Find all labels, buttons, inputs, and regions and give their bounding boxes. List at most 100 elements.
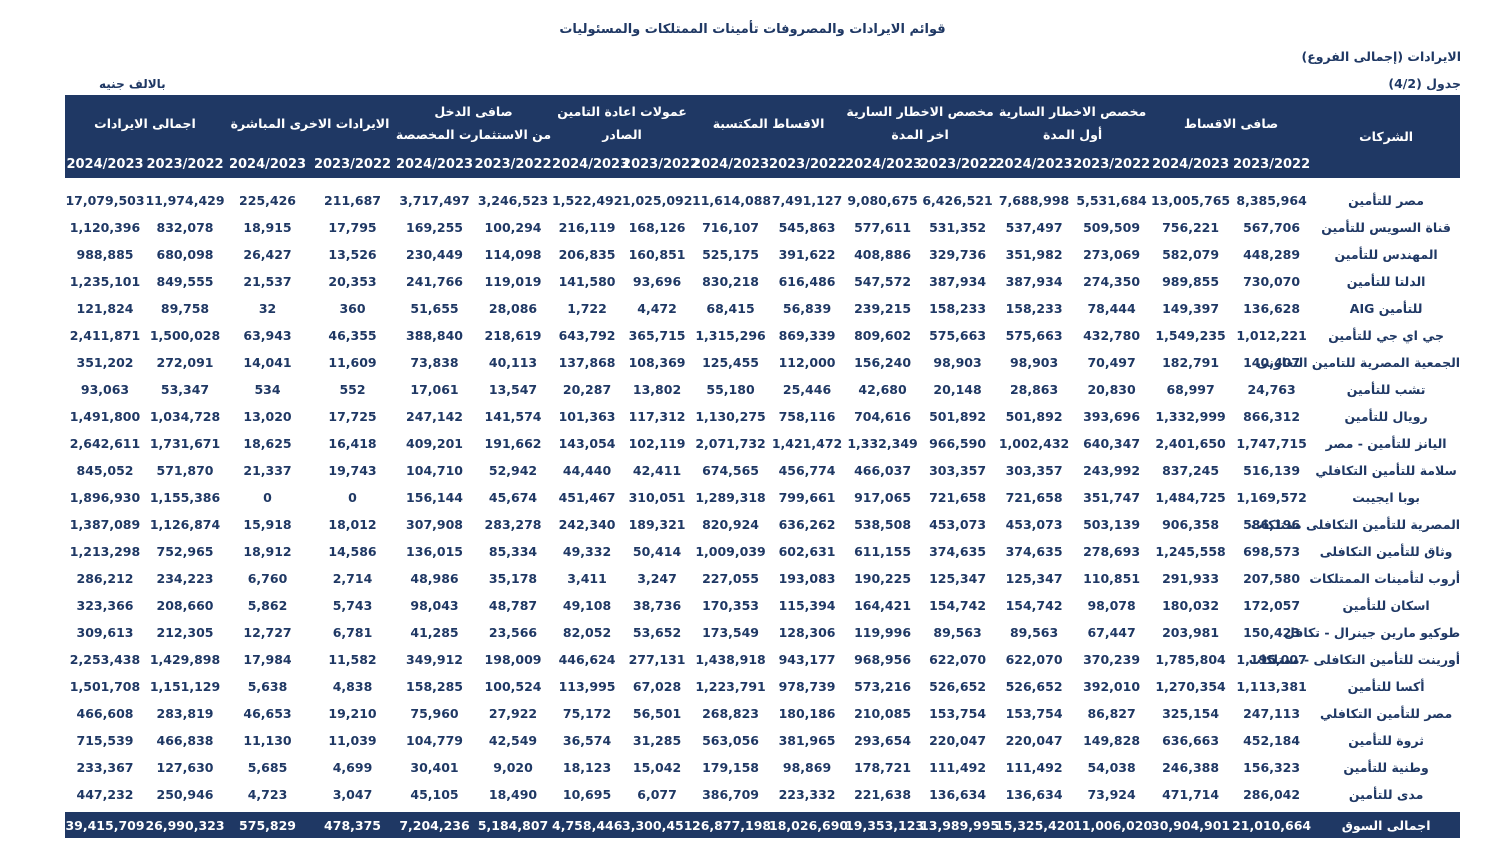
value-cell: 845,052 <box>76 463 134 478</box>
value-cell: 636,663 <box>1162 733 1220 748</box>
value-cell: 119,019 <box>484 274 542 289</box>
value-cell: 50,414 <box>632 544 682 559</box>
table-row: 286,212 234,223 6,760 2,714 48,986 35,178 3,41… <box>65 565 1461 592</box>
value-cell: 272,091 <box>156 355 214 370</box>
company-name: سلامة للتأمين التكافلي <box>1315 463 1457 478</box>
value-cell: 571,870 <box>156 463 214 478</box>
value-cell: 547,572 <box>854 274 912 289</box>
value-cell: 27,922 <box>488 706 538 721</box>
value-cell: 119,996 <box>854 625 912 640</box>
value-cell: 102,119 <box>628 436 686 451</box>
value-cell: 293,654 <box>854 733 912 748</box>
value-cell: 674,565 <box>702 463 759 478</box>
value-cell: 1,195,007 <box>1236 652 1307 667</box>
value-cell: 5,531,684 <box>1076 193 1147 208</box>
value-cell: 220,047 <box>1005 733 1063 748</box>
value-cell: 179,158 <box>702 760 759 775</box>
table-row: 351,202 272,091 14,041 11,609 73,838 40,113 13… <box>65 349 1461 376</box>
total-value-cell: 26,877,198 <box>692 808 771 838</box>
value-cell: 111,492 <box>1005 760 1063 775</box>
value-cell: 156,144 <box>406 490 463 505</box>
value-cell: 158,233 <box>1005 301 1063 316</box>
total-value-cell: 39,415,709 <box>65 808 145 838</box>
value-cell: 49,108 <box>562 598 612 613</box>
value-cell: 89,758 <box>160 301 210 316</box>
value-cell: 170,353 <box>702 598 759 613</box>
value-cell: 374,635 <box>929 544 987 559</box>
value-cell: 1,126,874 <box>149 517 221 532</box>
value-cell: 38,736 <box>632 598 682 613</box>
value-cell: 20,287 <box>562 382 612 397</box>
value-cell: 387,934 <box>1005 274 1063 289</box>
value-cell: 573,216 <box>854 679 912 694</box>
value-cell: 2,714 <box>332 571 373 586</box>
value-cell: 1,120,396 <box>69 220 141 235</box>
value-cell: 273,069 <box>1083 247 1141 262</box>
total-value-cell: 15,325,420 <box>995 808 1074 838</box>
value-cell: 730,070 <box>1243 274 1301 289</box>
value-cell: 3,047 <box>332 787 373 802</box>
value-cell: 11,039 <box>328 733 377 748</box>
table-row: 845,052 571,870 21,337 19,743 104,710 52,942 4… <box>65 457 1460 484</box>
value-cell: 20,830 <box>1087 382 1136 397</box>
value-cell: 1,722 <box>567 301 607 316</box>
table-row: 309,613 212,305 12,727 6,781 41,285 23,566 82,… <box>65 619 1461 646</box>
value-cell: 307,908 <box>406 517 463 532</box>
year-header: 2024/2023 <box>995 151 1074 178</box>
value-cell: 622,070 <box>929 652 987 667</box>
value-cell: 73,838 <box>410 355 459 370</box>
value-cell: 278,693 <box>1083 544 1141 559</box>
total-value-cell: 478,375 <box>310 808 396 838</box>
value-cell: 448,289 <box>1243 247 1301 262</box>
value-cell: 156,323 <box>1243 760 1301 775</box>
value-cell: 4,699 <box>332 760 373 775</box>
value-cell: 67,447 <box>1087 625 1136 640</box>
year-header: 2023/2022 <box>769 151 846 178</box>
table-header: اجمالى الايرادات الايرادات الاخرى المباشر… <box>65 95 1461 178</box>
total-value-cell: 19,353,123 <box>845 808 924 838</box>
company-name: AIG للتأمين <box>1349 301 1423 316</box>
table-footer: 39,415,709 26,990,323 575,829 478,375 7,204,… <box>65 808 1461 838</box>
value-cell: 53,652 <box>632 625 682 640</box>
value-cell: 54,038 <box>1087 760 1136 775</box>
value-cell: 98,903 <box>1009 355 1059 370</box>
group-label-line2: من الاستثمارت المخصصة <box>395 127 552 142</box>
value-cell: 386,709 <box>702 787 759 802</box>
value-cell: 14,041 <box>243 355 292 370</box>
company-name: اليانز للتأمين - مصر <box>1325 436 1447 451</box>
value-cell: 11,130 <box>243 733 292 748</box>
value-cell: 18,625 <box>243 436 292 451</box>
value-cell: 5,743 <box>332 598 373 613</box>
value-cell: 1,270,354 <box>1155 679 1226 694</box>
company-name: وثاق للتأمين التكافلى <box>1319 544 1453 559</box>
value-cell: 36,574 <box>562 733 612 748</box>
column-groups-row: اجمالى الايرادات الايرادات الاخرى المباشر… <box>65 95 1461 178</box>
value-cell: 2,253,438 <box>69 652 141 667</box>
value-cell: 1,315,296 <box>695 328 766 343</box>
value-cell: 310,051 <box>628 490 686 505</box>
value-cell: 616,486 <box>778 274 836 289</box>
value-cell: 127,630 <box>156 760 214 775</box>
value-cell: 388,840 <box>406 328 463 343</box>
value-cell: 575,663 <box>1005 328 1063 343</box>
value-cell: 4,723 <box>247 787 288 802</box>
value-cell: 17,061 <box>410 382 459 397</box>
value-cell: 158,285 <box>406 679 463 694</box>
value-cell: 13,547 <box>488 382 538 397</box>
value-cell: 75,960 <box>410 706 459 721</box>
value-cell: 189,321 <box>628 517 686 532</box>
value-cell: 4,838 <box>332 679 373 694</box>
value-cell: 20,353 <box>328 274 377 289</box>
value-cell: 35,178 <box>488 571 538 586</box>
year-header: 2023/2022 <box>145 151 226 178</box>
value-cell: 150,423 <box>1243 625 1301 640</box>
value-cell: 208,660 <box>156 598 214 613</box>
table-body: 17,079,503 11,974,429 225,426 211,687 3,717,… <box>65 178 1460 810</box>
value-cell: 101,363 <box>558 409 616 424</box>
unit-label: بالالف جنيه <box>99 77 166 91</box>
company-name: أروب لتأمينات الممتلكات <box>1309 571 1461 586</box>
value-cell: 42,549 <box>488 733 538 748</box>
value-cell: 715,539 <box>76 733 134 748</box>
value-cell: 1,522,492 <box>552 193 623 208</box>
value-cell: 141,580 <box>558 274 616 289</box>
